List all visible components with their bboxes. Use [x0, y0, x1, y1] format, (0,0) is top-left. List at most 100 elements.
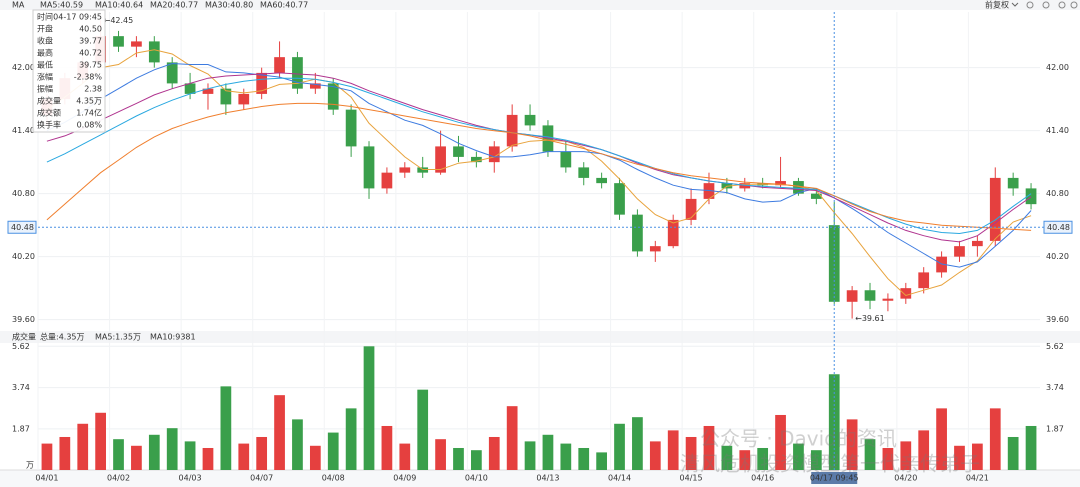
tooltip-label: 涨幅: [37, 72, 53, 82]
candle-body: [488, 146, 500, 163]
tooltip-label: 开盘: [37, 24, 53, 34]
y-tick-label: 41.40: [12, 126, 35, 135]
legend-entry: MA30:40.80: [205, 1, 253, 10]
tooltip-label: 成交量: [37, 96, 61, 106]
candle-body: [846, 290, 858, 302]
candle-body: [399, 167, 411, 173]
candle-body: [327, 83, 339, 110]
header-bar: [0, 0, 1080, 10]
crosshair-price: 40.48: [1047, 223, 1070, 232]
x-tick-label: 04/08: [322, 474, 345, 483]
candle-body: [506, 114, 518, 147]
candle-body: [220, 88, 232, 105]
legend-entry: MA10:9381: [150, 333, 196, 342]
tooltip-value: 04-17 09:45: [53, 13, 102, 22]
candle-body: [900, 288, 912, 299]
volume-bar: [793, 443, 804, 470]
icon-minus[interactable]: [1026, 1, 1034, 9]
x-axis-bar: [0, 470, 1080, 487]
x-tick-label: 04/03: [179, 474, 202, 483]
icon-plus[interactable]: [1042, 1, 1050, 9]
candle-body: [345, 109, 357, 147]
volume-bar: [936, 408, 947, 470]
volume-bar: [828, 374, 840, 470]
candle-body: [685, 198, 697, 220]
candle-body: [560, 151, 572, 168]
icon-settings[interactable]: [1058, 1, 1066, 9]
candle-body: [793, 181, 804, 194]
tooltip-label: 时间: [37, 12, 53, 22]
y-tick-label: 3.74: [1046, 383, 1064, 392]
y-tick-label: 5.62: [12, 342, 30, 351]
tooltip-value: 40.72: [79, 49, 102, 58]
volume-bar: [560, 443, 572, 470]
volume-bar: [900, 441, 912, 470]
volume-bar: [578, 447, 590, 470]
legend-entry: MA5:1.35万: [95, 333, 141, 342]
tooltip-box: [32, 9, 106, 133]
volume-bar: [148, 434, 160, 470]
candle-body: [363, 146, 375, 189]
crosshair-label-box: [7, 220, 37, 234]
tooltip-value: 39.75: [79, 61, 102, 70]
volume-bar: [542, 434, 554, 470]
annotation: ←39.61: [855, 314, 885, 323]
volume-bar: [327, 432, 339, 470]
volume-bar: [506, 406, 518, 470]
ma-line: [46, 72, 1032, 243]
x-tick-label: 04/21: [966, 474, 989, 483]
y-unit-label: 万: [26, 461, 34, 470]
tooltip-value: 2.38: [84, 85, 102, 94]
x-tick-label: 04/16: [751, 474, 774, 483]
watermark: 公众号 · David的资讯: [700, 427, 897, 451]
volume-bar: [363, 346, 375, 470]
crosshair-time: 04/17 09:45: [810, 474, 859, 483]
candle-body: [453, 146, 464, 157]
ma-line: [46, 77, 1032, 235]
candle-body: [1025, 188, 1037, 205]
volume-bar: [417, 389, 429, 470]
indicator-label: MA: [12, 1, 25, 10]
candle-body: [524, 114, 536, 126]
volume-bar: [184, 441, 196, 470]
tooltip-label: 最低: [37, 60, 53, 70]
candle-body: [721, 183, 733, 189]
volume-bar: [864, 439, 876, 470]
volume-bar: [41, 443, 53, 470]
ma-line: [46, 102, 1032, 231]
legend-entry: MA20:40.77: [150, 1, 198, 10]
candle-body: [614, 183, 625, 215]
volume-bar: [77, 423, 89, 470]
x-tick-label: 04/10: [465, 474, 488, 483]
y-tick-label: 42.00: [1046, 63, 1069, 72]
candle-body: [435, 146, 446, 173]
tooltip-value: -2.38%: [74, 73, 103, 82]
dropdown-arrow[interactable]: [1011, 2, 1019, 7]
ma-line: [46, 49, 1032, 297]
candle-body: [954, 246, 965, 257]
candle-body: [864, 290, 876, 301]
y-tick-label: 40.20: [12, 252, 35, 261]
y-tick-label: 42.00: [12, 63, 35, 72]
volume-bar: [471, 450, 482, 470]
candle-body: [632, 214, 643, 252]
volume-bar: [918, 430, 930, 470]
adjust-selector[interactable]: 前复权: [985, 0, 1009, 10]
candle-body: [989, 177, 1001, 241]
volume-bar: [810, 450, 822, 470]
volume-bar: [596, 452, 607, 470]
volume-bar: [882, 447, 894, 470]
crosshair-time-box: [811, 472, 858, 484]
candle-body: [148, 41, 160, 63]
candle-body: [596, 177, 607, 184]
candle-body: [542, 125, 554, 152]
volume-bar: [309, 445, 321, 470]
candle-body: [828, 225, 840, 302]
icon-close[interactable]: [1070, 1, 1078, 9]
volume-bar: [721, 445, 733, 470]
x-tick-label: 04/15: [680, 474, 703, 483]
candle-body: [256, 72, 268, 94]
tooltip-value: 0.08%: [77, 121, 103, 130]
volume-bar: [292, 419, 303, 470]
volume-bar: [202, 447, 214, 470]
